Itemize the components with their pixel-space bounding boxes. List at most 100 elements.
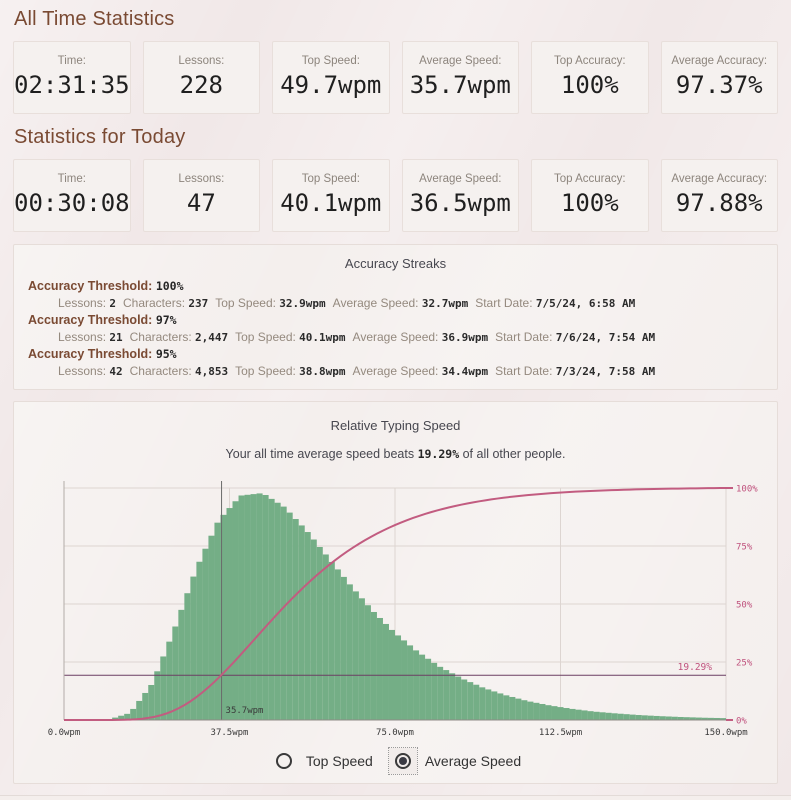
svg-text:35.7wpm: 35.7wpm <box>226 706 264 716</box>
svg-text:0.0wpm: 0.0wpm <box>48 728 81 738</box>
field-value-average-speed: 32.7wpm <box>421 296 469 310</box>
field-value-characters: 4,853 <box>194 364 229 378</box>
stat-value: 02:31:35 <box>14 71 130 99</box>
field-value-characters: 2,447 <box>194 330 229 344</box>
all-time-stats-row: Time: 02:31:35 Lessons: 228 Top Speed: 49.7wp… <box>13 41 779 114</box>
svg-text:19.29%: 19.29% <box>678 662 713 673</box>
stat-card-average-speed: Average Speed: 36.5wpm <box>401 159 520 232</box>
radio-top-speed[interactable]: Top Speed <box>270 748 373 774</box>
svg-text:25%: 25% <box>736 659 753 669</box>
field-value-average-speed: 34.4wpm <box>441 364 489 378</box>
chart-subtitle-prefix: Your all time average speed beats <box>225 447 418 461</box>
stat-label: Lessons: <box>178 173 225 185</box>
streak-threshold-100: Accuracy Threshold: 100% <box>28 278 777 295</box>
field-label-characters: Characters: <box>129 363 195 378</box>
field-label-start-date: Start Date: <box>495 363 556 378</box>
field-value-start-date: 7/3/24, 7:58 AM <box>555 364 656 378</box>
field-value-average-speed: 36.9wpm <box>441 330 489 344</box>
field-label-top-speed: Top Speed: <box>215 295 280 310</box>
field-value-top-speed: 40.1wpm <box>299 330 346 344</box>
all-time-heading: All Time Statistics <box>14 8 175 30</box>
stat-label: Time: <box>57 173 86 185</box>
threshold-label: Accuracy Threshold: <box>28 279 156 293</box>
bottom-divider <box>0 795 791 800</box>
svg-text:0%: 0% <box>736 717 747 727</box>
radio-label: Average Speed <box>424 753 522 769</box>
field-label-average-speed: Average Speed: <box>332 295 422 310</box>
today-stats-row: Time: 00:30:08 Lessons: 47 Top Speed: 40.1wpm… <box>13 159 779 232</box>
streak-detail: Lessons: 21 Characters: 2,447 Top Speed: 4… <box>28 329 777 347</box>
svg-text:75%: 75% <box>736 543 753 553</box>
threshold-value: 95% <box>155 347 177 361</box>
field-label-average-speed: Average Speed: <box>352 329 442 344</box>
streak-detail: Lessons: 2 Characters: 237 Top Speed: 32.9… <box>28 295 777 313</box>
streak-threshold-97: Accuracy Threshold: 97% <box>28 312 777 329</box>
stat-card-top-speed: Top Speed: 40.1wpm <box>272 159 390 232</box>
radio-circle-average-speed[interactable] <box>387 747 418 775</box>
stat-label: Average Speed: <box>419 55 502 67</box>
stat-label: Top Accuracy: <box>553 55 626 67</box>
threshold-label: Accuracy Threshold: <box>28 347 156 361</box>
radio-average-speed[interactable]: Average Speed <box>387 747 522 775</box>
stat-label: Average Accuracy: <box>671 55 768 67</box>
svg-text:50%: 50% <box>736 601 753 611</box>
stat-label: Lessons: <box>178 55 225 67</box>
stat-card-time: Time: 00:30:08 <box>13 159 131 232</box>
stat-label: Average Speed: <box>419 173 502 185</box>
streak-threshold-95: Accuracy Threshold: 95% <box>28 346 777 363</box>
stat-label: Top Speed: <box>301 173 360 185</box>
field-value-top-speed: 38.8wpm <box>299 364 346 378</box>
accuracy-streaks-title: Accuracy Streaks <box>344 256 447 271</box>
chart-title: Relative Typing Speed <box>330 418 461 433</box>
stat-value: 35.7wpm <box>409 71 511 99</box>
accuracy-streaks-panel: Accuracy Streaks Accuracy Threshold: 100… <box>13 244 778 390</box>
radio-selected-icon[interactable] <box>394 753 411 769</box>
threshold-label: Accuracy Threshold: <box>28 313 156 327</box>
stat-value: 228 <box>179 71 224 99</box>
field-label-start-date: Start Date: <box>475 295 536 310</box>
field-label-characters: Characters: <box>129 329 195 344</box>
field-value-characters: 237 <box>188 296 209 310</box>
stat-value: 100% <box>560 71 619 99</box>
field-value-lessons: 2 <box>109 296 116 310</box>
field-value-top-speed: 32.9wpm <box>279 296 326 310</box>
stat-value: 40.1wpm <box>280 189 382 217</box>
field-value-start-date: 7/5/24, 6:58 AM <box>535 296 636 310</box>
field-label-top-speed: Top Speed: <box>235 363 300 378</box>
field-label-lessons: Lessons: <box>58 363 110 378</box>
relative-typing-speed-panel: Relative Typing Speed Your all time aver… <box>13 401 778 784</box>
percentile-value: 19.29% <box>417 447 460 461</box>
field-value-lessons: 21 <box>109 330 123 344</box>
stat-value: 47 <box>186 189 216 217</box>
stat-card-average-speed: Average Speed: 35.7wpm <box>401 41 520 114</box>
svg-text:75.0wpm: 75.0wpm <box>376 728 414 738</box>
field-value-start-date: 7/6/24, 7:54 AM <box>555 330 656 344</box>
chart-subtitle: Your all time average speed beats 19.29%… <box>14 447 777 461</box>
threshold-value: 100% <box>155 279 184 293</box>
stat-card-top-accuracy: Top Accuracy: 100% <box>531 159 649 232</box>
field-value-lessons: 42 <box>109 364 123 378</box>
radio-unselected-icon[interactable] <box>275 753 292 769</box>
stat-value: 100% <box>560 189 619 217</box>
svg-text:150.0wpm: 150.0wpm <box>704 728 747 738</box>
field-label-average-speed: Average Speed: <box>352 363 442 378</box>
stat-card-lessons: Lessons: 228 <box>142 41 261 114</box>
stat-card-average-accuracy: Average Accuracy: 97.88% <box>660 159 779 232</box>
stat-value: 00:30:08 <box>14 189 130 217</box>
speed-metric-controls: Top Speed Average Speed <box>14 747 777 775</box>
field-label-characters: Characters: <box>123 295 189 310</box>
chart-subtitle-suffix: of all other people. <box>459 447 566 461</box>
radio-label: Top Speed <box>305 753 373 769</box>
stat-label: Average Accuracy: <box>671 173 768 185</box>
stat-value: 97.37% <box>675 71 763 99</box>
stat-value: 36.5wpm <box>409 189 511 217</box>
svg-text:112.5wpm: 112.5wpm <box>539 728 582 738</box>
typing-speed-distribution-chart: 100% 75% 50% 25% 0% 0.0wpm 37.5wpm 75.0wpm 112.5… <box>48 481 758 738</box>
today-heading: Statistics for Today <box>14 126 186 148</box>
field-label-top-speed: Top Speed: <box>235 329 300 344</box>
stat-card-average-accuracy: Average Accuracy: 97.37% <box>660 41 779 114</box>
radio-circle-top-speed[interactable] <box>270 748 298 774</box>
svg-text:37.5wpm: 37.5wpm <box>211 728 249 738</box>
field-label-lessons: Lessons: <box>58 329 110 344</box>
